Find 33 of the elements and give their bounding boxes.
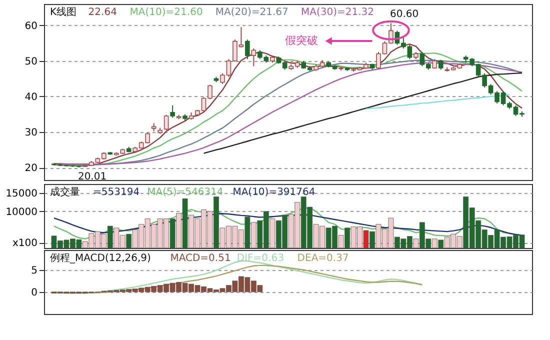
y-tick-label: 20: [24, 163, 38, 174]
text: MA(20)=21.67: [215, 7, 288, 18]
y-tick-label: 30: [24, 128, 38, 138]
candlestick: [438, 59, 444, 70]
y-tick-label: 15000: [6, 188, 38, 200]
y-tick-label: 60: [24, 20, 38, 32]
candlestick: [251, 48, 256, 67]
line-series: [203, 72, 523, 154]
y-tick-label: 50: [24, 56, 38, 68]
series-label: DIF=0.63: [236, 253, 284, 264]
candlestick: [245, 39, 250, 60]
y-tick-label: 10000: [6, 206, 38, 218]
series-label: MA(10)=391764: [232, 187, 316, 198]
annotation: 假突破: [284, 34, 318, 47]
y-tick-label: 40: [24, 92, 38, 103]
y-tick-label: 5: [31, 265, 38, 276]
chart-title: K线图: [50, 6, 77, 18]
series-label: DEA=0.37: [297, 253, 349, 264]
annotation: =553194: [93, 187, 140, 198]
text: MA(10)=21.60: [130, 7, 203, 18]
line-series: [365, 94, 510, 110]
series-label: MA(5)=546314: [147, 187, 224, 198]
candlestick: [170, 104, 175, 118]
annotation: 60.60: [390, 9, 419, 20]
text: 22.64: [88, 7, 117, 18]
annotation: 20.01: [78, 172, 107, 183]
y-tick-label: 0: [31, 287, 38, 298]
series-label: MACD=0.51: [170, 253, 231, 264]
text: MA(30)=21.32: [301, 7, 374, 18]
y-tick-label: x100: [12, 238, 38, 250]
chart-title: 成交量: [50, 186, 80, 198]
chart-title: 例程_MACD(12,26,9): [50, 253, 152, 264]
candlestick: [164, 114, 169, 131]
